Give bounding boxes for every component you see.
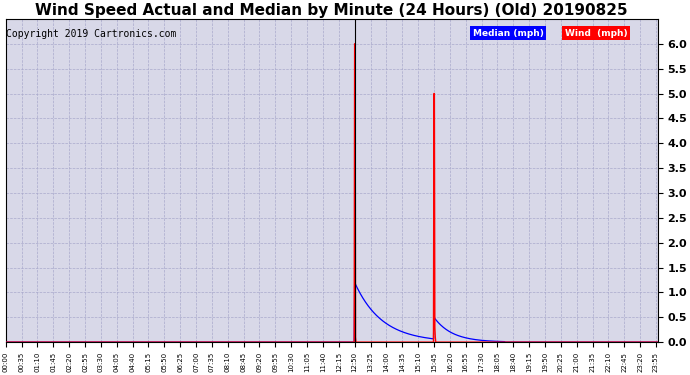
Text: Median (mph): Median (mph) — [473, 28, 544, 38]
Text: Wind  (mph): Wind (mph) — [564, 28, 627, 38]
Title: Wind Speed Actual and Median by Minute (24 Hours) (Old) 20190825: Wind Speed Actual and Median by Minute (… — [35, 3, 628, 18]
Text: Copyright 2019 Cartronics.com: Copyright 2019 Cartronics.com — [6, 28, 177, 39]
